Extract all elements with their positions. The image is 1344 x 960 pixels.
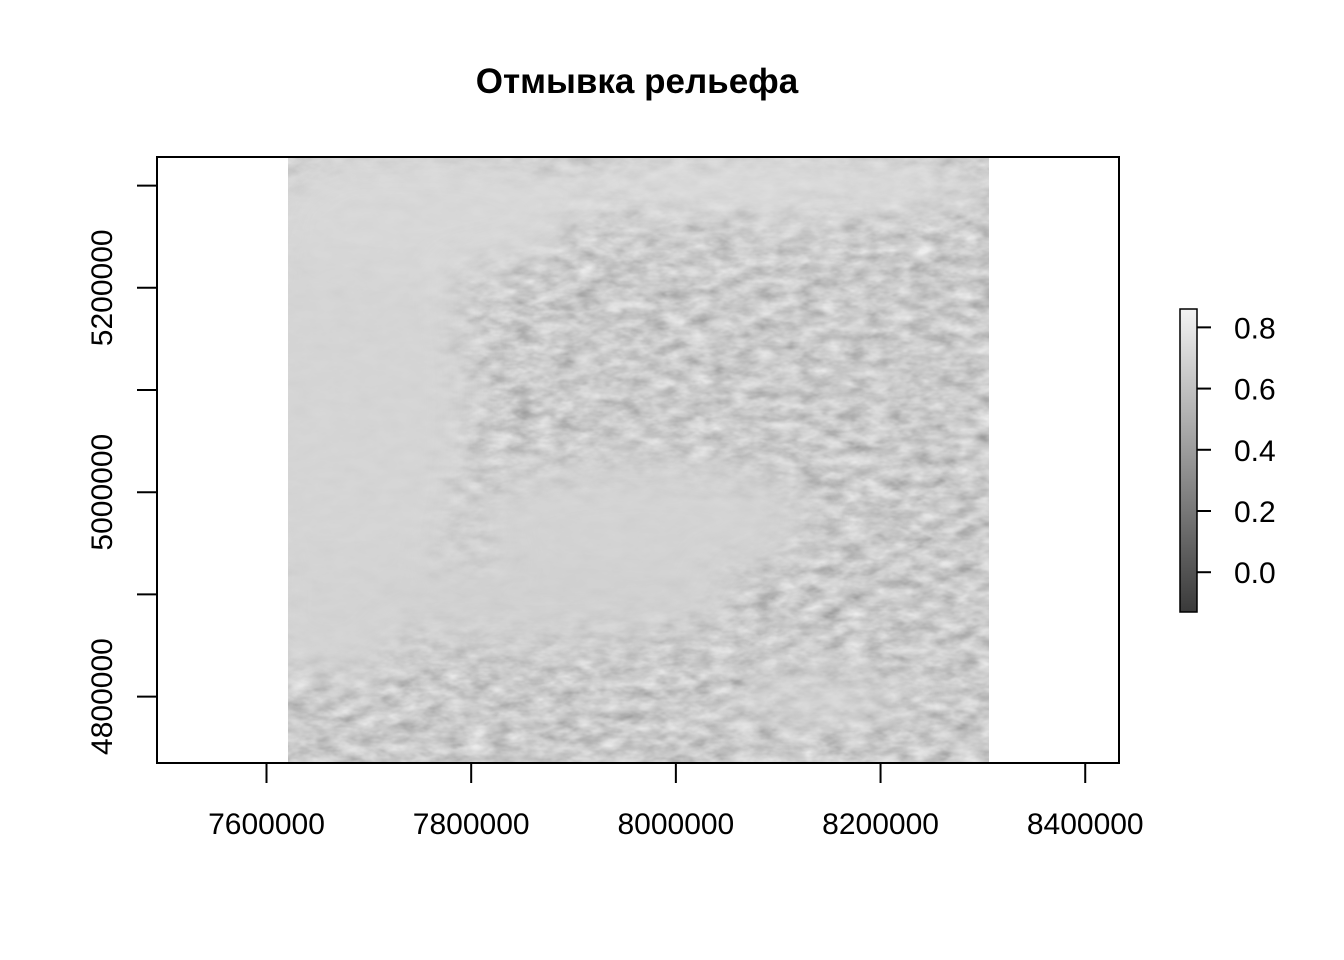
y-tick-label: 4800000 — [86, 638, 119, 755]
hillshade-raster — [288, 157, 989, 763]
colorbar-tick-label: 0.6 — [1234, 374, 1276, 407]
map-title: Отмывка рельефа — [476, 62, 799, 101]
y-axis: 4800000 5000000 5200000 — [86, 184, 158, 755]
colorbar-tick-label: 0.0 — [1234, 557, 1276, 590]
x-tick-label: 7800000 — [413, 808, 530, 841]
x-tick-label: 8200000 — [822, 808, 939, 841]
lowland-plains — [288, 157, 989, 720]
colorbar — [1179, 308, 1198, 613]
x-tick-label: 8400000 — [1027, 808, 1144, 841]
colorbar-ticks: 0.8 0.6 0.4 0.2 0.0 — [1197, 312, 1276, 590]
x-tick-label: 7600000 — [208, 808, 325, 841]
colorbar-tick-label: 0.4 — [1234, 435, 1276, 468]
colorbar-tick-label: 0.8 — [1234, 312, 1276, 345]
y-tick-label: 5200000 — [86, 229, 119, 346]
y-tick-label: 5000000 — [86, 434, 119, 551]
x-axis: 7600000 7800000 8000000 8200000 8400000 — [208, 762, 1144, 841]
colorbar-tick-label: 0.2 — [1234, 496, 1276, 529]
x-tick-label: 8000000 — [617, 808, 734, 841]
